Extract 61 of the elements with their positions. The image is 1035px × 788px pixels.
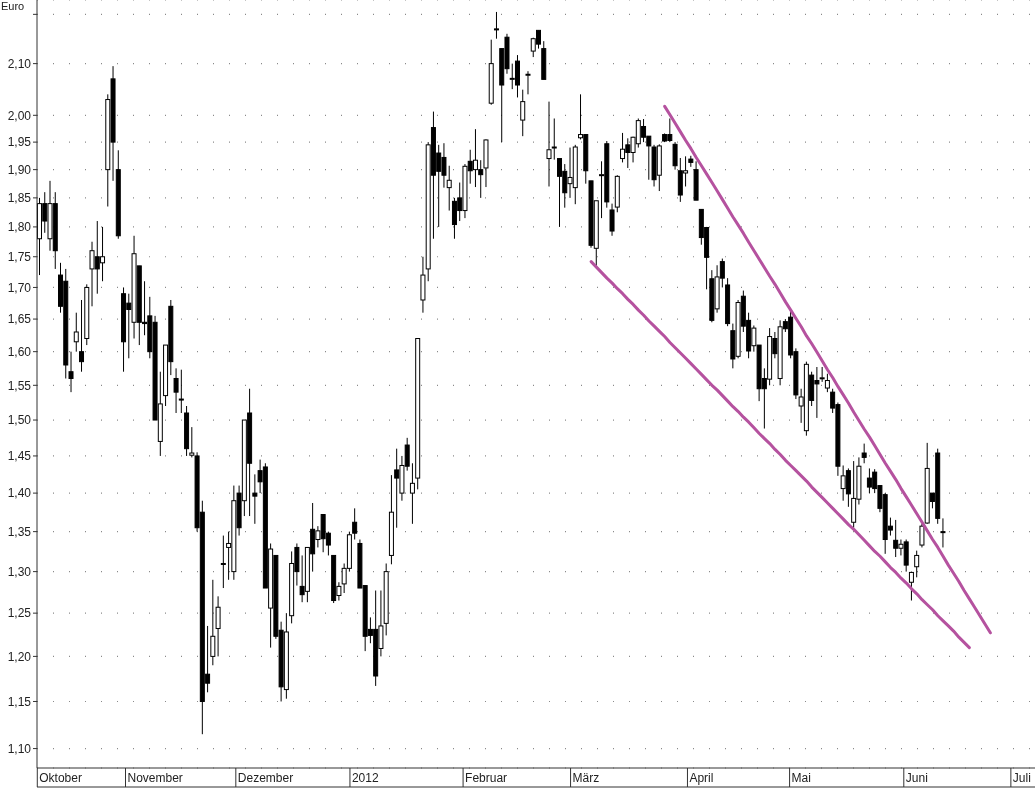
candlestick [173,367,179,414]
y-tick-label: 1,55 [7,378,32,393]
candlestick [824,373,830,393]
y-tick-label: 1,80 [7,220,32,235]
candlestick [446,165,452,212]
candlestick [940,517,946,548]
x-tick-label: Mai [791,771,811,785]
x-tick-label: Dezember [237,771,294,785]
candlestick [352,507,358,541]
candlestick [908,571,914,602]
x-tick-label: Juni [905,771,928,785]
candlestick [210,579,216,666]
y-tick-label: 2,10 [7,56,32,71]
y-tick-label: 1,10 [7,741,32,756]
y-axis-title: Euro [1,0,25,12]
candlestick [557,158,563,228]
candlestick [178,369,184,414]
x-tick-label: Juli [1012,771,1031,785]
y-tick-label: 1,85 [7,191,32,206]
candlestick [861,443,867,464]
candlestick [514,54,520,98]
candlestick [73,312,79,353]
y-tick-label: 1,75 [7,250,32,265]
candlestick [914,550,920,578]
y-tick-label: 2,00 [7,108,32,123]
candlestick [551,117,557,161]
candlestick [525,70,531,95]
line-series [663,104,992,635]
y-tick-label: 1,35 [7,524,32,539]
candlestick [919,523,925,548]
y-tick-label: 1,90 [7,162,32,177]
candlestick [493,11,499,40]
x-tick-label: 2012 [351,771,379,785]
candlestick [68,351,74,393]
y-tick-label: 1,25 [7,606,32,621]
candlestick [845,467,851,508]
y-tick-label: 1,70 [7,280,32,295]
candlestick [409,462,415,525]
candlestick [620,132,626,163]
x-tick-label: November [127,771,183,785]
y-tick-label: 1,95 [7,135,32,150]
x-tick-label: März [572,771,600,785]
y-tick-label: 1,30 [7,564,32,579]
candlestick [215,595,221,657]
y-tick-label: 1,65 [7,312,32,327]
candlestick [520,89,526,137]
y-tick-label: 1,15 [7,694,32,709]
x-tick-label: Februar [465,771,508,785]
candlestick [79,299,85,373]
y-tick-label: 1,40 [7,486,32,501]
y-tick-label: 1,20 [7,649,32,664]
line-series [589,260,971,650]
candlestick [672,141,678,171]
x-tick-label: Oktober [39,771,82,785]
candlestick [609,203,615,237]
y-tick-label: 1,45 [7,449,32,464]
x-tick-label: April [689,771,714,785]
candlestick [220,535,226,589]
y-tick-label: 1,50 [7,413,32,428]
y-tick-label: 1,60 [7,344,32,359]
candlestick [546,101,552,187]
